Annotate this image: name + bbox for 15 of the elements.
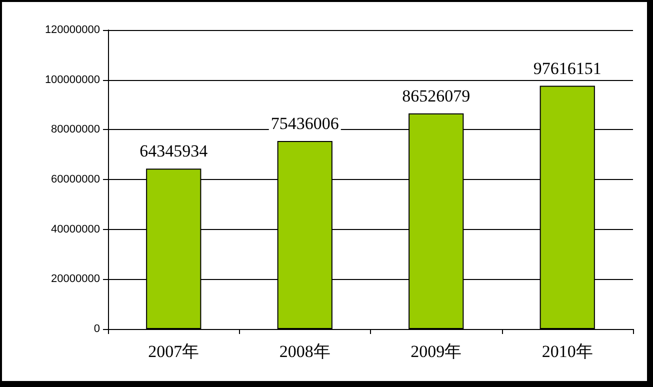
x-tick-label: 2008年 xyxy=(279,342,330,361)
data-label: 97616151 xyxy=(533,58,602,78)
y-tick-label: 40000000 xyxy=(51,223,100,236)
y-tick-label: 100000000 xyxy=(44,74,100,86)
data-label: 86526079 xyxy=(402,86,470,106)
x-tick-label: 2007年 xyxy=(148,342,200,361)
data-label: 75436006 xyxy=(270,114,339,134)
data-label: 64345934 xyxy=(140,142,208,161)
x-tick-label: 2010年 xyxy=(542,342,593,361)
y-tick-label: 20000000 xyxy=(51,273,100,286)
y-tick-label: 80000000 xyxy=(51,124,100,136)
x-tick-label: 2009年 xyxy=(410,342,462,361)
y-tick-label: 0 xyxy=(94,323,100,335)
y-tick-label: 60000000 xyxy=(51,174,100,186)
y-tick-label: 120000000 xyxy=(44,24,100,36)
